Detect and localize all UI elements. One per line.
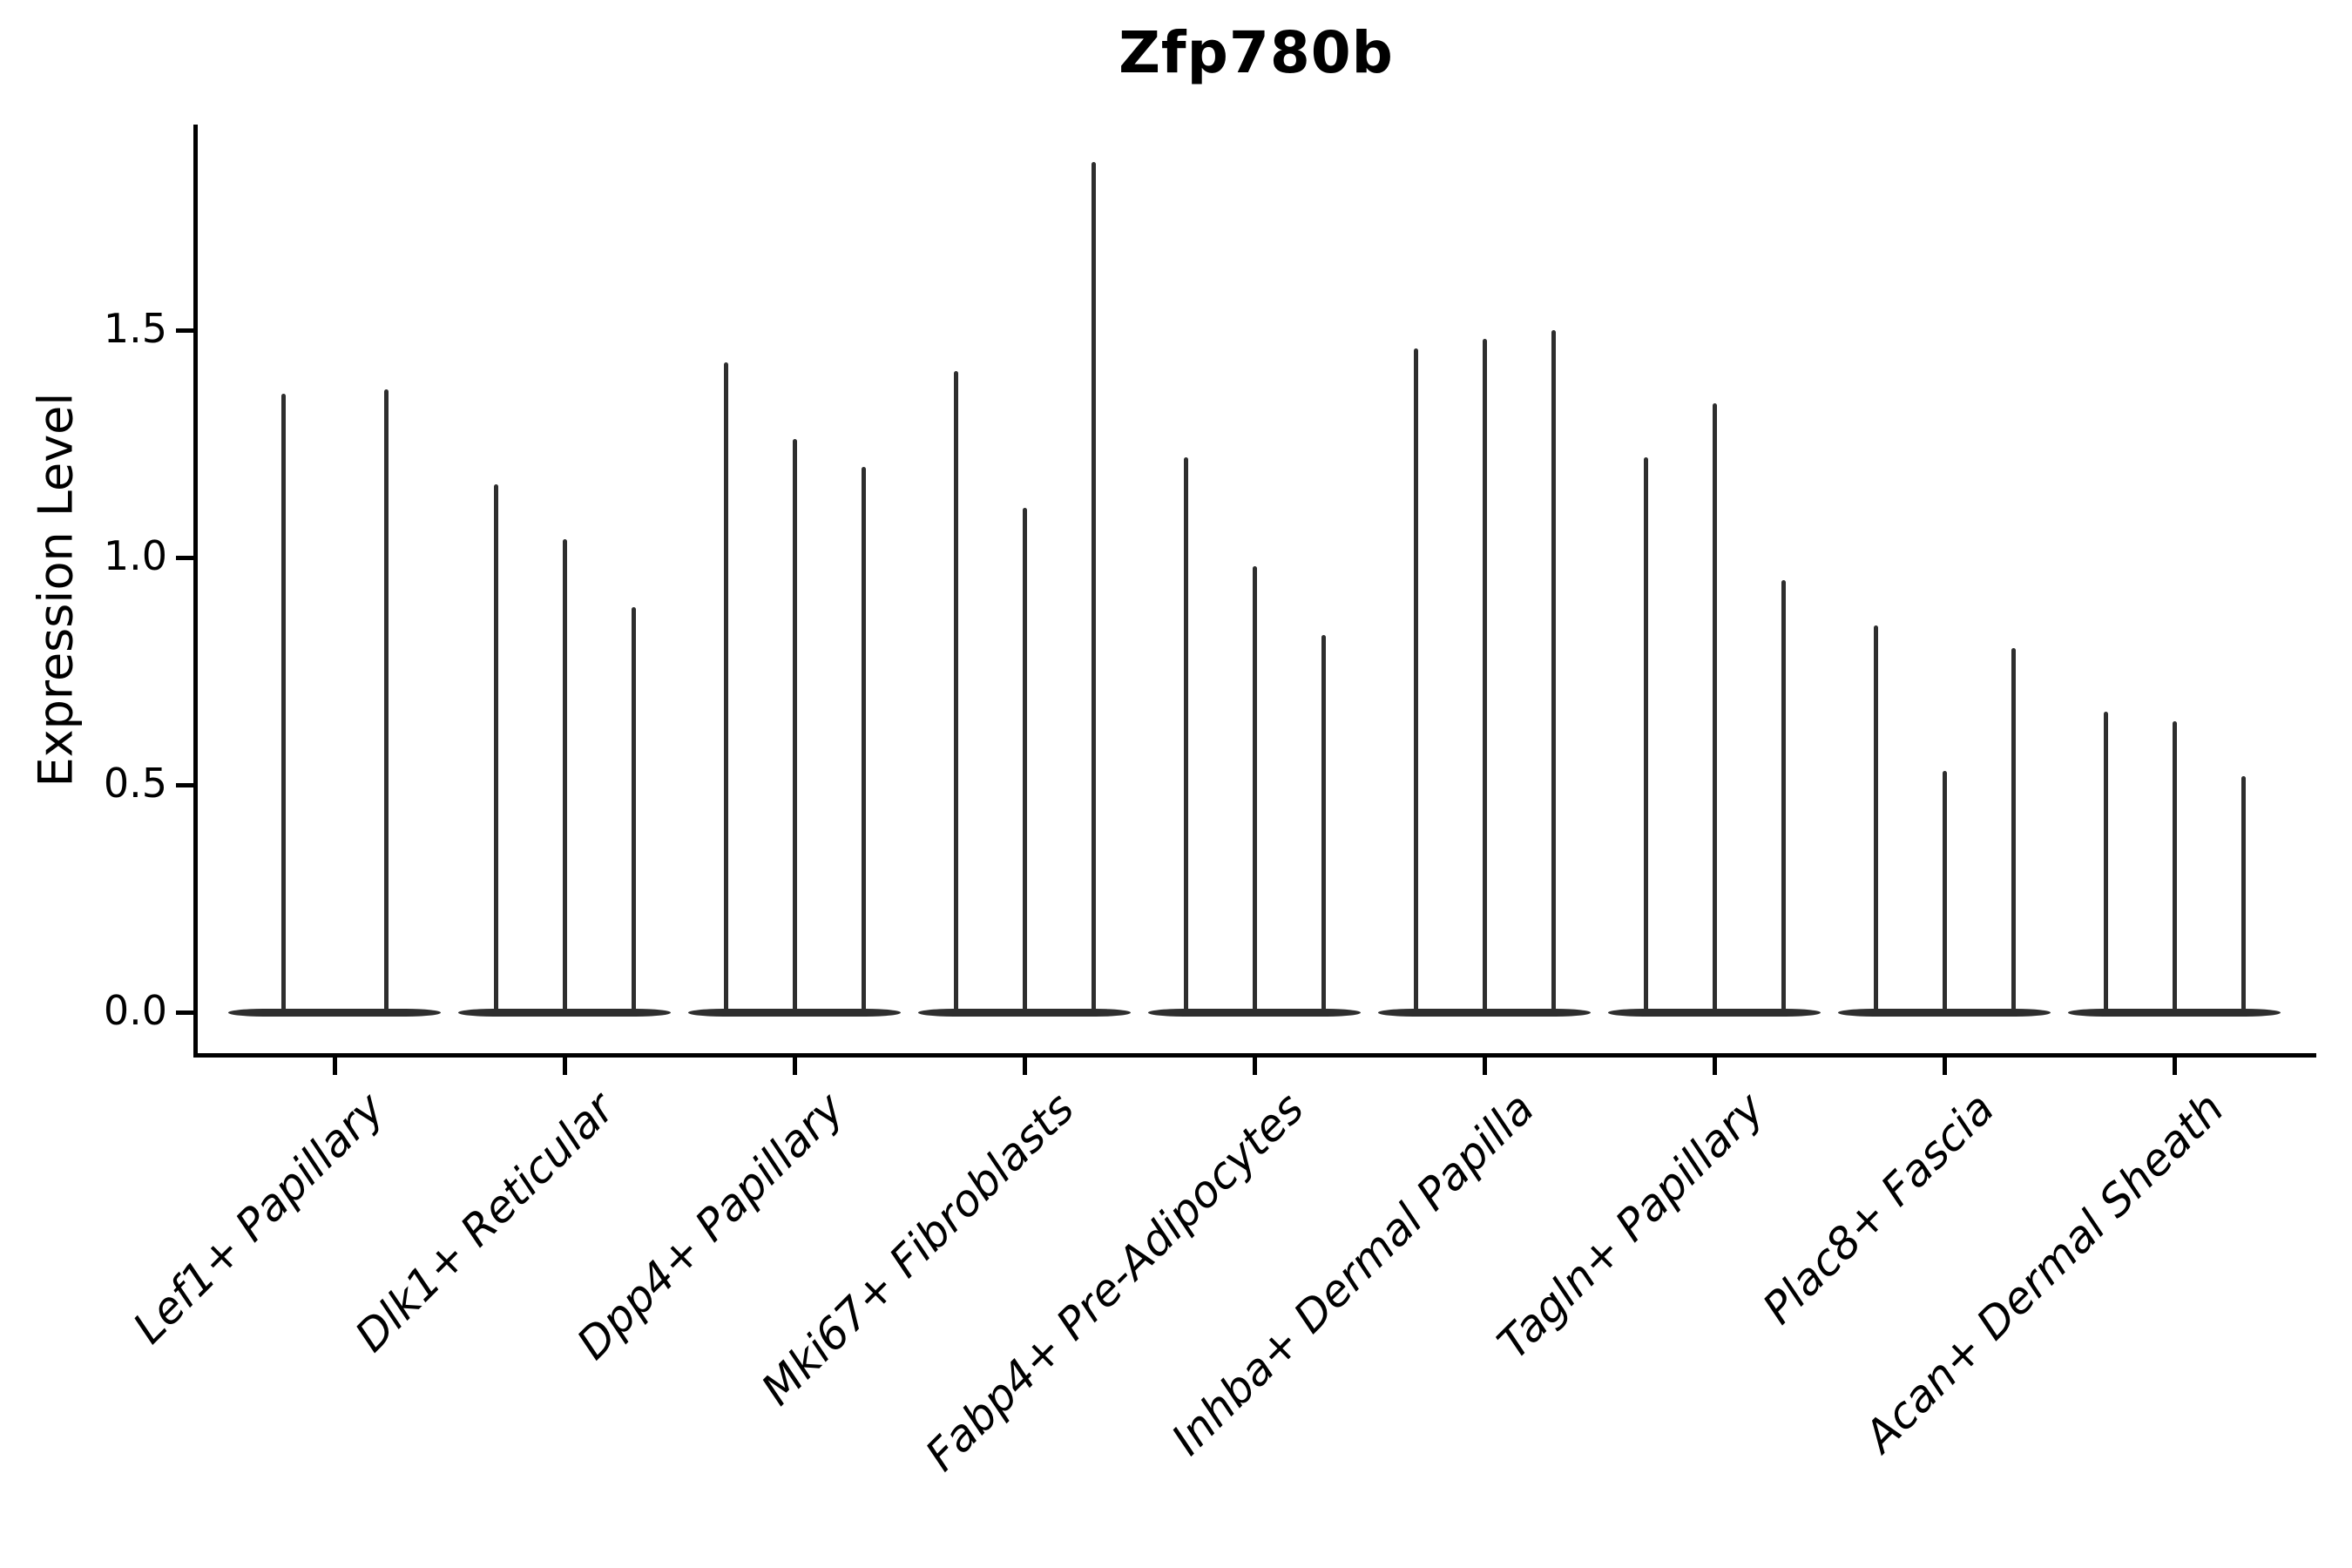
x-axis-tick <box>2172 1058 2177 1075</box>
violin-spike <box>1482 339 1487 1012</box>
violin-spike <box>2011 648 2016 1012</box>
violin-spike <box>953 370 958 1012</box>
chart-title: Zfp780b <box>1119 19 1394 86</box>
violin-base <box>688 1008 901 1017</box>
violin-base <box>1608 1008 1821 1017</box>
violin-spike <box>1643 457 1648 1012</box>
violin-spike <box>1781 580 1786 1012</box>
violin-base <box>458 1008 671 1017</box>
violin-spike <box>280 394 286 1012</box>
x-axis-tick-label: Plac8+ Fascia <box>1753 1083 2004 1335</box>
x-axis-tick <box>1712 1058 1717 1075</box>
x-axis-tick-label: Dlk1+ Reticular <box>345 1083 625 1362</box>
violin-spike <box>2103 712 2108 1012</box>
violin-spike <box>1551 330 1556 1012</box>
x-axis-tick-label: Lef1+ Papillary <box>123 1083 395 1354</box>
violin-spike <box>493 484 498 1012</box>
violin-spike <box>1413 348 1418 1012</box>
violin-spike <box>2172 720 2177 1012</box>
violin-spike <box>1321 634 1326 1012</box>
violin-base <box>228 1008 441 1017</box>
x-axis-tick <box>1942 1058 1947 1075</box>
violin-spike <box>383 389 389 1012</box>
x-axis-tick <box>1252 1058 1257 1075</box>
y-axis-tick <box>176 328 193 333</box>
violin-spike <box>631 607 636 1012</box>
x-axis-tick-label: Fabp4+ Pre-Adipocytes <box>916 1083 1315 1481</box>
violin-spike <box>861 466 866 1012</box>
violin-spike <box>1873 625 1878 1012</box>
violin-spike <box>2240 775 2246 1012</box>
violin-spike <box>1252 566 1257 1012</box>
x-axis-tick <box>332 1058 337 1075</box>
violin-spike <box>1942 771 1947 1012</box>
violin-base <box>2068 1008 2281 1017</box>
x-axis-tick <box>562 1058 567 1075</box>
violin-spike <box>1712 402 1717 1012</box>
y-axis-tick-label: 0.0 <box>103 987 167 1035</box>
violin-base <box>918 1008 1131 1017</box>
x-axis-tick <box>792 1058 797 1075</box>
violin-spike <box>1183 457 1188 1012</box>
violin-base <box>1148 1008 1361 1017</box>
x-axis-spine <box>193 1053 2316 1058</box>
x-axis-tick <box>1482 1058 1487 1075</box>
y-axis-label: Expression Level <box>28 392 84 787</box>
y-axis-tick <box>176 555 193 560</box>
violin-spike <box>723 362 728 1012</box>
y-axis-tick-label: 0.5 <box>103 760 167 808</box>
violin-spike <box>792 439 797 1012</box>
y-axis-spine <box>193 125 198 1058</box>
y-axis-tick <box>176 782 193 787</box>
violin-base <box>1838 1008 2051 1017</box>
violin-spike <box>562 539 567 1012</box>
violin-spike <box>1091 161 1096 1012</box>
violin-spike <box>1022 507 1027 1012</box>
y-axis-tick-label: 1.0 <box>103 532 167 580</box>
violin-base <box>1378 1008 1591 1017</box>
y-axis-tick <box>176 1010 193 1015</box>
x-axis-tick <box>1022 1058 1027 1075</box>
y-axis-tick-label: 1.5 <box>103 305 167 353</box>
